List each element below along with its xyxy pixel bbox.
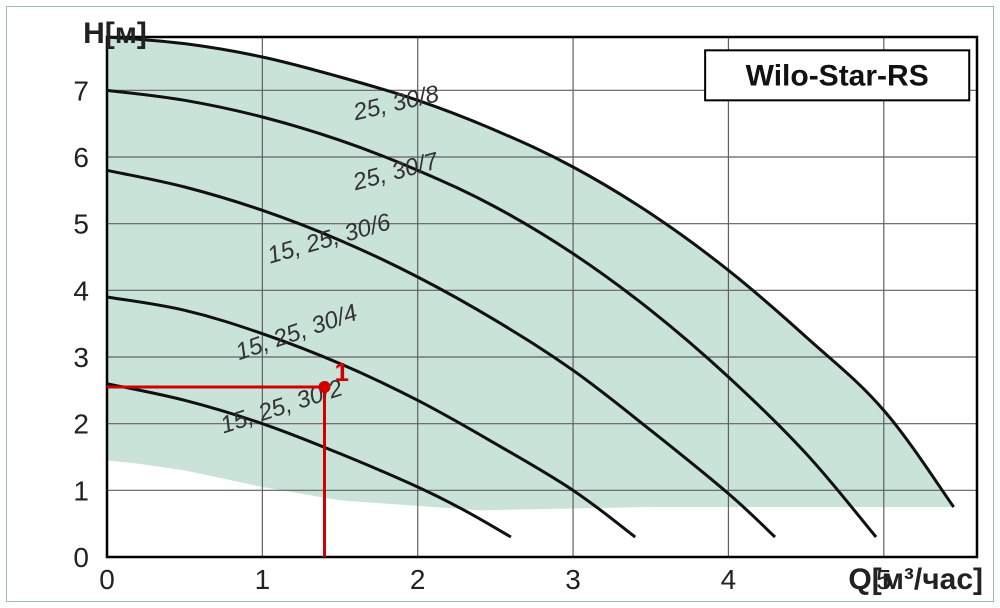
y-tick-label: 3 <box>73 342 89 373</box>
y-tick-label: 0 <box>73 542 89 573</box>
x-tick-label: 4 <box>721 564 737 595</box>
y-axis-label: Н[м] <box>83 17 147 50</box>
x-tick-label: 3 <box>565 564 581 595</box>
x-axis-label: Q[м³/час] <box>848 563 983 596</box>
y-tick-label: 4 <box>73 275 89 306</box>
y-tick-label: 1 <box>73 475 89 506</box>
x-tick-label: 0 <box>99 564 115 595</box>
y-tick-label: 5 <box>73 209 89 240</box>
x-tick-label: 1 <box>255 564 271 595</box>
y-tick-label: 2 <box>73 409 89 440</box>
y-tick-label: 6 <box>73 142 89 173</box>
chart-svg: 25, 30/825, 30/715, 25, 30/615, 25, 30/4… <box>7 7 993 601</box>
y-tick-label: 7 <box>73 75 89 106</box>
chart-title: Wilo-Star-RS <box>746 59 929 92</box>
operating-point <box>319 381 331 393</box>
pump-chart: 25, 30/825, 30/715, 25, 30/615, 25, 30/4… <box>7 7 993 601</box>
x-tick-label: 2 <box>410 564 426 595</box>
chart-frame: 25, 30/825, 30/715, 25, 30/615, 25, 30/4… <box>6 6 994 602</box>
operating-point-label: 1 <box>335 357 349 387</box>
